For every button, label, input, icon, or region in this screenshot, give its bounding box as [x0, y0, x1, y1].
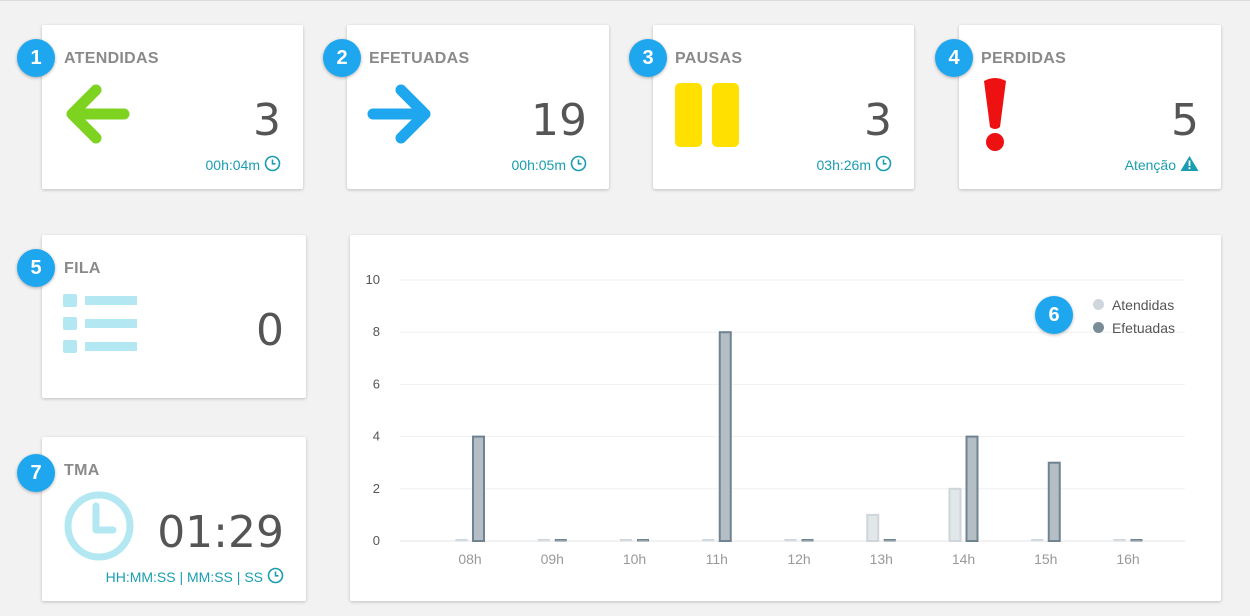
tma-title: TMA	[64, 462, 100, 479]
atendidas-duration-text: 00h:04m	[205, 157, 260, 173]
bar-efetuadas-09h	[554, 539, 567, 542]
bar-efetuadas-11h	[718, 331, 732, 542]
tma-card: TMA 01:29 HH:MM:SS | MM:SS | SS	[42, 437, 306, 601]
clock-icon	[63, 490, 135, 567]
bar-efetuadas-15h	[1047, 461, 1061, 542]
bar-efetuadas-10h	[637, 539, 649, 542]
pausas-duration: 03h:26m	[817, 155, 892, 175]
efetuadas-card: EFETUADAS 19 00h:05m	[347, 25, 609, 189]
perdidas-value: 5	[1171, 95, 1199, 146]
atendidas-value: 3	[253, 95, 281, 146]
pausas-value: 3	[864, 95, 892, 146]
bar-efetuadas-14h	[965, 435, 979, 543]
legend-label-efetuadas: Efetuadas	[1111, 319, 1175, 336]
pausas-duration-text: 03h:26m	[816, 157, 871, 173]
warning-icon	[1180, 155, 1199, 175]
bar-efetuadas-16h	[1130, 539, 1143, 542]
x-tick-label: 09h	[541, 551, 564, 567]
bar-atendidas-10h	[620, 539, 632, 542]
clock-icon	[570, 155, 587, 175]
x-tick-label: 14h	[952, 551, 975, 567]
tma-format: HH:MM:SS | MM:SS | SS	[106, 567, 284, 587]
x-tick-label: 16h	[1116, 551, 1139, 567]
pausas-card: PAUSAS 3 03h:26m	[653, 25, 914, 189]
arrow-right-icon	[367, 82, 433, 151]
tma-value: 01:29	[157, 507, 284, 558]
bar-atendidas-16h	[1113, 539, 1126, 542]
x-tick-label: 12h	[787, 551, 810, 567]
perdidas-warning: Atenção	[1125, 155, 1199, 175]
atendidas-title: ATENDIDAS	[64, 50, 159, 67]
x-tick-label: 10h	[623, 551, 646, 567]
step-badge-1: 1	[17, 39, 55, 77]
efetuadas-duration-text: 00h:05m	[511, 157, 566, 173]
step-badge-6: 6	[1035, 296, 1073, 334]
y-tick-label: 2	[373, 481, 380, 496]
efetuadas-value: 19	[531, 95, 587, 146]
clock-icon	[875, 155, 892, 175]
fila-value: 0	[256, 305, 284, 356]
legend-dot-efetuadas	[1092, 322, 1104, 333]
y-tick-label: 8	[373, 324, 380, 339]
efetuadas-duration: 00h:05m	[512, 155, 587, 175]
bar-atendidas-09h	[537, 539, 550, 542]
clock-icon	[264, 155, 281, 175]
perdidas-card: PERDIDAS 5 Atenção	[959, 25, 1221, 189]
bar-atendidas-08h	[455, 539, 468, 542]
chart-card: 0 2 4 6 8 10 08h 09h 10h 11h 12h 13h 14h 15h 16h Atend…	[350, 235, 1221, 601]
bar-atendidas-11h	[702, 539, 715, 542]
perdidas-title: PERDIDAS	[981, 50, 1067, 67]
x-tick-label: 13h	[870, 551, 893, 567]
y-tick-label: 10	[366, 272, 380, 287]
clock-icon	[267, 567, 284, 587]
efetuadas-title: EFETUADAS	[369, 50, 470, 67]
step-badge-2: 2	[323, 39, 361, 77]
step-badge-4: 4	[935, 39, 973, 77]
legend-dot-atendidas	[1092, 299, 1104, 310]
pause-icon	[675, 83, 741, 152]
fila-title: FILA	[64, 260, 101, 277]
step-badge-7: 7	[17, 454, 55, 492]
perdidas-warning-text: Atenção	[1124, 157, 1176, 173]
bar-atendidas-14h	[948, 487, 962, 543]
list-icon	[63, 294, 137, 359]
legend-item-atendidas[interactable]: Atendidas	[1092, 293, 1175, 316]
chart-legend: Atendidas Efetuadas	[1092, 293, 1175, 339]
legend-label-atendidas: Atendidas	[1111, 296, 1175, 313]
y-tick-label: 6	[373, 376, 380, 391]
pausas-title: PAUSAS	[675, 50, 743, 67]
tma-format-text: HH:MM:SS | MM:SS | SS	[105, 569, 263, 585]
bar-efetuadas-08h	[472, 435, 485, 543]
bar-efetuadas-12h	[801, 539, 814, 542]
exclamation-icon	[981, 77, 1009, 158]
x-tick-label: 11h	[706, 551, 728, 567]
y-tick-label: 0	[373, 533, 380, 548]
bar-efetuadas-13h	[883, 539, 896, 542]
bar-atendidas-15h	[1031, 539, 1044, 542]
arrow-left-icon	[64, 82, 130, 151]
bar-atendidas-12h	[784, 539, 797, 542]
step-badge-3: 3	[629, 39, 667, 77]
x-tick-label: 15h	[1034, 551, 1057, 567]
step-badge-5: 5	[17, 249, 55, 287]
fila-card: FILA 0	[42, 235, 306, 398]
bar-chart: 0 2 4 6 8 10 08h 09h 10h 11h 12h 13h 14h 15h 16h	[366, 272, 1185, 567]
x-tick-label: 08h	[458, 551, 481, 567]
atendidas-duration: 00h:04m	[206, 155, 281, 175]
legend-item-efetuadas[interactable]: Efetuadas	[1092, 316, 1175, 339]
y-tick-label: 4	[373, 429, 380, 444]
bar-atendidas-13h	[866, 513, 880, 542]
atendidas-card: ATENDIDAS 3 00h:04m	[42, 25, 303, 189]
